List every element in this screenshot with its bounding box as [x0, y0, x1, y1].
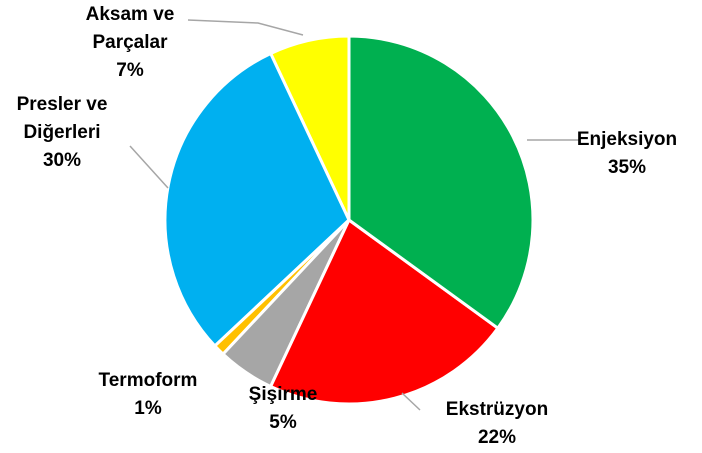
- leader-line: [129, 145, 169, 189]
- value-label: 1%: [134, 398, 162, 419]
- leader-line: [401, 392, 421, 411]
- pie-slice: [163, 51, 351, 349]
- value-label: 22%: [477, 427, 517, 448]
- value-label: 7%: [116, 60, 144, 81]
- pie-slice: [347, 34, 535, 331]
- category-label: Enjeksiyon: [576, 129, 678, 150]
- category-label: Termoform: [98, 370, 198, 391]
- slice-label: Ekstrüzyon 22%: [427, 396, 567, 452]
- pie-slice: [268, 217, 500, 406]
- slice-label: Aksam ve Parçalar 7%: [75, 1, 185, 85]
- value-label: 5%: [269, 412, 297, 433]
- value-label: 35%: [607, 157, 647, 178]
- category-label: Şişirme: [248, 384, 318, 405]
- slice-label: Enjeksiyon 35%: [557, 126, 697, 182]
- category-label: Ekstrüzyon: [445, 399, 549, 420]
- category-label: Presler ve Diğerleri: [16, 94, 108, 143]
- slice-label: Şişirme 5%: [228, 381, 338, 437]
- value-label: 30%: [42, 150, 82, 171]
- category-label: Aksam ve Parçalar: [85, 4, 175, 53]
- slice-label: Termoform 1%: [83, 367, 213, 423]
- slice-label: Presler ve Diğerleri 30%: [5, 91, 120, 175]
- leader-line: [187, 19, 304, 36]
